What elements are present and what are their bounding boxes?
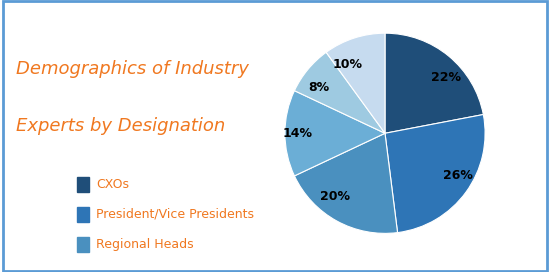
Wedge shape xyxy=(285,91,385,176)
Text: 22%: 22% xyxy=(431,71,461,84)
Wedge shape xyxy=(294,52,385,133)
Wedge shape xyxy=(385,33,483,133)
Wedge shape xyxy=(326,33,385,133)
Text: 20%: 20% xyxy=(320,190,350,203)
Text: 26%: 26% xyxy=(443,169,473,182)
Text: Experts by Designation: Experts by Designation xyxy=(16,117,226,135)
Text: Regional Heads: Regional Heads xyxy=(96,238,194,251)
Text: Demographics of Industry: Demographics of Industry xyxy=(16,60,249,78)
Text: 10%: 10% xyxy=(333,58,363,71)
Text: President/Vice Presidents: President/Vice Presidents xyxy=(96,208,254,221)
Wedge shape xyxy=(294,133,398,233)
Text: 14%: 14% xyxy=(283,127,313,140)
Text: 8%: 8% xyxy=(309,81,329,94)
Wedge shape xyxy=(385,115,485,233)
Text: CXOs: CXOs xyxy=(96,178,129,191)
